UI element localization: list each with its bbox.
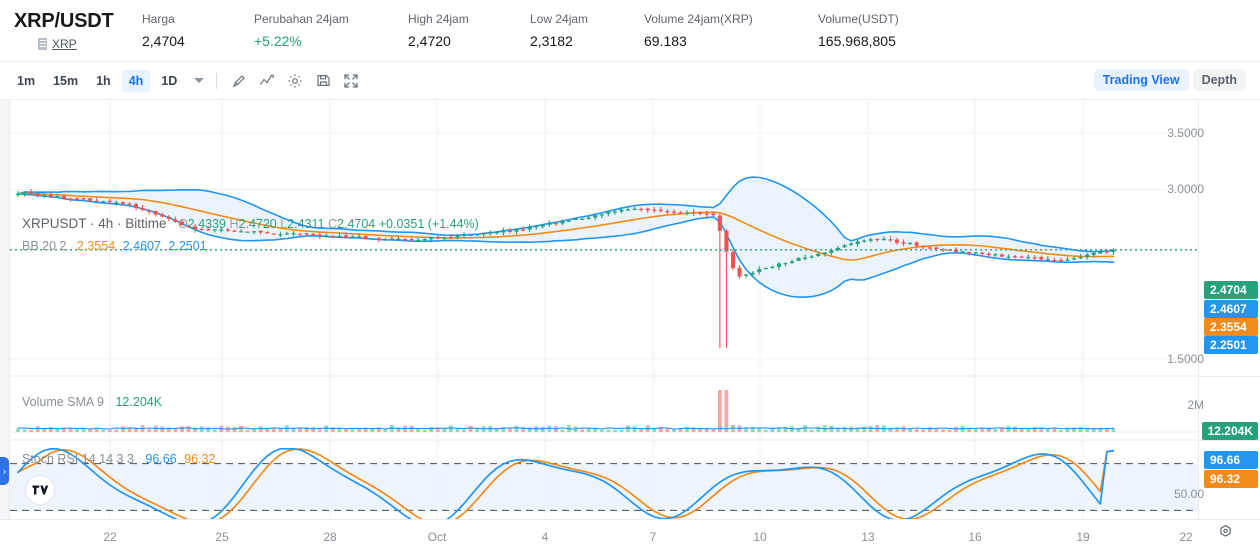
tab-trading-view[interactable]: Trading View: [1093, 69, 1189, 91]
time-tick-4: 4: [541, 530, 549, 544]
stoch-tick-50: 50.00: [1173, 487, 1204, 501]
stat-low-24jam: Low 24jam 2,3182: [530, 8, 618, 52]
stat-label: Volume(USDT): [818, 12, 899, 26]
timeframe-4h[interactable]: 4h: [121, 69, 151, 92]
price-tick-3-0000: 3.0000: [1167, 182, 1204, 197]
toolbar-divider: [216, 72, 218, 89]
time-tick-oct: Oct: [427, 530, 447, 544]
volume-tick-2m: 2M: [1187, 398, 1204, 412]
fullscreen-icon[interactable]: [338, 69, 364, 93]
price-tick-1-5000: 1.5000: [1167, 352, 1204, 367]
time-tick-7: 7: [649, 530, 657, 544]
stat-label: Harga: [142, 12, 175, 26]
chart-plot[interactable]: XRPUSDT · 4h · Bittime O2.4339 H2.4720 L…: [10, 100, 1198, 519]
timeframe-15m[interactable]: 15m: [53, 73, 79, 88]
time-axis[interactable]: 22 25 28 Oct 4 7 10 13 16 19 22: [0, 519, 1260, 553]
stat-volume-24jam-xrp: Volume 24jam(XRP) 69.183: [644, 8, 792, 52]
view-tabs: Trading View Depth: [1093, 69, 1246, 91]
chart-canvas[interactable]: [10, 100, 1198, 519]
stat-value: +5.22%: [254, 33, 302, 49]
stat-label: Low 24jam: [530, 12, 589, 26]
axis-separator: [1198, 376, 1260, 377]
stat-label: Volume 24jam(XRP): [644, 12, 753, 26]
stat-value: 2,4704: [142, 33, 185, 49]
time-tick-10: 10: [753, 530, 767, 544]
symbol-sub: XRP: [14, 37, 140, 51]
time-tick-13: 13: [861, 530, 875, 544]
stat-value: 165.968,805: [818, 33, 896, 49]
market-stats: Harga 2,4704 Perubahan 24jam +5.22% High 24j…: [140, 8, 982, 52]
gear-icon[interactable]: [282, 69, 308, 93]
timeframe-1D[interactable]: 1D: [161, 73, 178, 88]
stat-value: 2,3182: [530, 33, 573, 49]
price-badge-bb-basis: 2.3554: [1204, 318, 1258, 336]
ticker-header: XRP/USDT XRP Harga 2,4704 Perubahan 24jam +…: [0, 0, 1260, 62]
time-tick-22: 22: [103, 530, 117, 544]
timeframe-1h[interactable]: 1h: [96, 73, 111, 88]
chart-toolbar: 1m 15m 1h 4h 1D: [0, 62, 1260, 100]
line-chart-icon[interactable]: [254, 69, 280, 93]
timeframe-group: 1m 15m 1h 4h 1D: [10, 69, 188, 92]
tradingview-logo-icon[interactable]: [25, 475, 55, 505]
price-badge-bb-upper: 2.4607: [1204, 300, 1258, 318]
price-badge-last: 2.4704: [1204, 281, 1258, 299]
chart-area: XRPUSDT · 4h · Bittime O2.4339 H2.4720 L…: [0, 100, 1260, 553]
left-toolbar-strip: [0, 100, 10, 519]
tab-depth[interactable]: Depth: [1192, 69, 1246, 91]
document-icon: [38, 38, 47, 50]
save-icon[interactable]: [310, 69, 336, 93]
stat-volume-usdt: Volume(USDT) 165.968,805: [818, 8, 958, 52]
symbol-link[interactable]: XRP: [52, 37, 77, 51]
axis-separator: [1198, 440, 1260, 441]
price-tick-3-5000: 3.5000: [1167, 125, 1204, 140]
time-tick-19: 19: [1076, 530, 1090, 544]
volume-badge: 12.204K: [1201, 422, 1258, 440]
symbol-block: XRP/USDT XRP: [14, 8, 140, 51]
price-badge-bb-lower: 2.2501: [1204, 336, 1258, 354]
stat-high-24jam: High 24jam 2,4720: [408, 8, 504, 52]
stat-label: Perubahan 24jam: [254, 12, 349, 26]
timeframe-1m[interactable]: 1m: [17, 73, 36, 88]
stat-harga: Harga 2,4704: [142, 8, 228, 52]
left-panel-drag-handle[interactable]: ›: [0, 457, 9, 485]
stat-value: 69.183: [644, 33, 687, 49]
stat-label: High 24jam: [408, 12, 469, 26]
time-tick-25: 25: [215, 530, 229, 544]
stat-value: 2,4720: [408, 33, 451, 49]
stat-perubahan-24jam: Perubahan 24jam +5.22%: [254, 8, 382, 52]
time-tick-22: 22: [1179, 530, 1193, 544]
stoch-badge-k: 96.66: [1204, 451, 1258, 469]
time-tick-16: 16: [968, 530, 982, 544]
chevron-down-icon[interactable]: [194, 78, 205, 83]
time-tick-28: 28: [323, 530, 337, 544]
pencil-icon[interactable]: [226, 69, 252, 93]
stoch-badge-d: 96.32: [1204, 470, 1258, 488]
chart-settings-icon[interactable]: [1217, 524, 1234, 546]
symbol-name: XRP/USDT: [14, 10, 114, 32]
price-axis[interactable]: 3.5000 3.0000 1.5000 2.4704 2.4607 2.3554 2.25…: [1167, 100, 1260, 553]
